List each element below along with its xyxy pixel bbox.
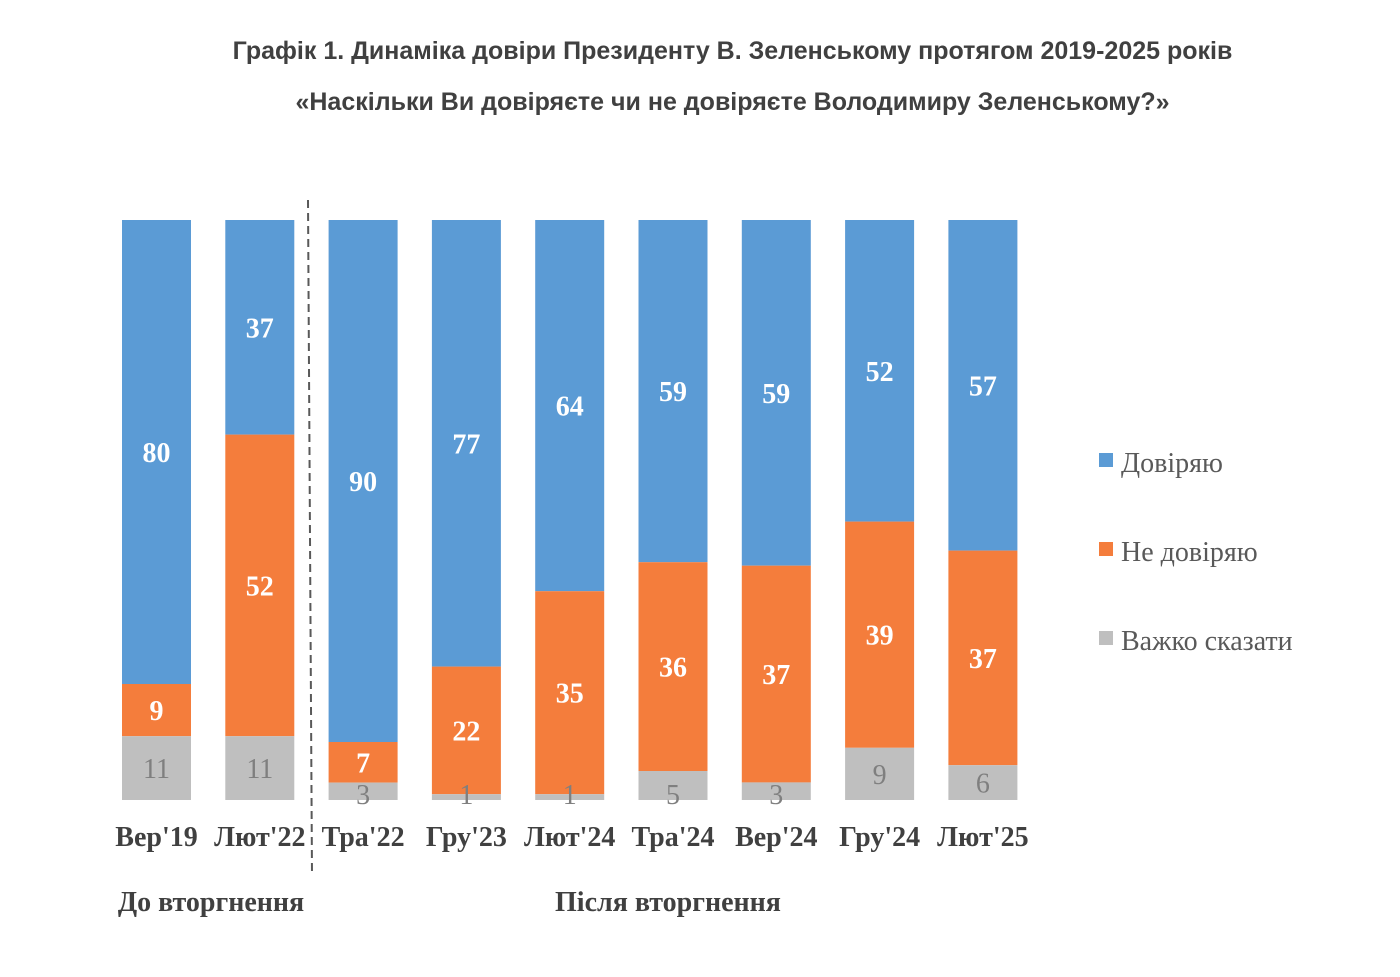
legend-label: Довіряю xyxy=(1121,448,1223,479)
data-label: 59 xyxy=(762,379,790,410)
data-label: 35 xyxy=(556,679,584,710)
data-label: 80 xyxy=(143,438,171,469)
data-label: 39 xyxy=(866,621,894,652)
data-label: 57 xyxy=(969,371,997,402)
group-label: Після вторгнення xyxy=(555,887,781,918)
x-tick-label: Лют'25 xyxy=(937,822,1028,853)
legend-swatch xyxy=(1099,453,1113,467)
x-tick-label: Тра'22 xyxy=(322,822,405,853)
bar-segment xyxy=(431,220,501,667)
bar-segment xyxy=(122,736,191,800)
bar-segment xyxy=(535,794,605,800)
data-label: 77 xyxy=(452,429,480,460)
data-label: 11 xyxy=(143,754,170,785)
bar-segment xyxy=(122,684,191,737)
chart-subtitle: «Наскільки Ви довіряєте чи не довіряєте … xyxy=(295,88,1170,116)
bar-segment xyxy=(328,742,398,783)
chart-title: Графік 1. Динаміка довіри Президенту В. … xyxy=(232,37,1233,65)
data-label: 37 xyxy=(246,313,274,344)
bar-segment xyxy=(328,782,398,800)
x-tick-label: Лют'22 xyxy=(214,822,305,853)
bar-segment xyxy=(225,434,295,737)
x-tick-label: Гру'23 xyxy=(426,822,507,853)
bar-segment xyxy=(845,747,915,800)
data-label: 9 xyxy=(150,696,164,727)
data-label: 3 xyxy=(769,780,783,811)
bar-segment xyxy=(638,220,708,563)
bar-segment xyxy=(328,220,398,742)
bar-segment xyxy=(741,220,811,566)
bar-segment xyxy=(225,736,295,800)
data-label: 5 xyxy=(666,780,680,811)
bar-segment xyxy=(638,562,708,771)
x-tick-label: Вер'19 xyxy=(115,822,197,853)
bar-segment xyxy=(845,220,915,522)
legend-label: Важко сказати xyxy=(1121,626,1293,657)
data-label: 90 xyxy=(349,467,377,498)
group-divider xyxy=(307,199,313,877)
bar-segment xyxy=(431,666,501,795)
bar-segment xyxy=(225,220,295,435)
bar-segment xyxy=(948,765,1018,800)
data-label: 9 xyxy=(873,760,887,791)
data-label: 59 xyxy=(659,377,687,408)
x-tick-label: Гру'24 xyxy=(839,822,920,853)
data-label: 6 xyxy=(976,769,990,800)
data-label: 36 xyxy=(659,653,687,684)
bar-segment xyxy=(741,782,811,800)
x-tick-label: Вер'24 xyxy=(735,822,817,853)
data-label: 52 xyxy=(246,571,274,602)
legend-swatch xyxy=(1099,542,1113,556)
group-label: До вторгнення xyxy=(118,887,304,918)
data-label: 37 xyxy=(969,644,997,675)
bar-segment xyxy=(741,565,811,783)
bar-segment xyxy=(431,794,501,800)
bar-segment xyxy=(948,220,1018,551)
data-label: 7 xyxy=(356,748,370,779)
bar-segment xyxy=(948,550,1018,766)
legend-label: Не довіряю xyxy=(1121,537,1258,568)
data-label: 11 xyxy=(246,754,273,785)
data-label: 1 xyxy=(563,780,577,811)
legend-swatch xyxy=(1099,631,1113,645)
x-tick-label: Лют'24 xyxy=(524,822,615,853)
data-label: 37 xyxy=(762,660,790,691)
bar-segment xyxy=(845,521,915,748)
bar-segment xyxy=(638,771,708,800)
data-label: 1 xyxy=(459,780,473,811)
data-label: 22 xyxy=(452,716,480,747)
bar-segment xyxy=(535,220,605,592)
bar-segment xyxy=(535,591,605,795)
data-label: 64 xyxy=(556,392,584,423)
x-tick-label: Тра'24 xyxy=(632,822,715,853)
data-label: 3 xyxy=(356,780,370,811)
bar-segment xyxy=(122,220,191,684)
data-label: 52 xyxy=(866,357,894,388)
